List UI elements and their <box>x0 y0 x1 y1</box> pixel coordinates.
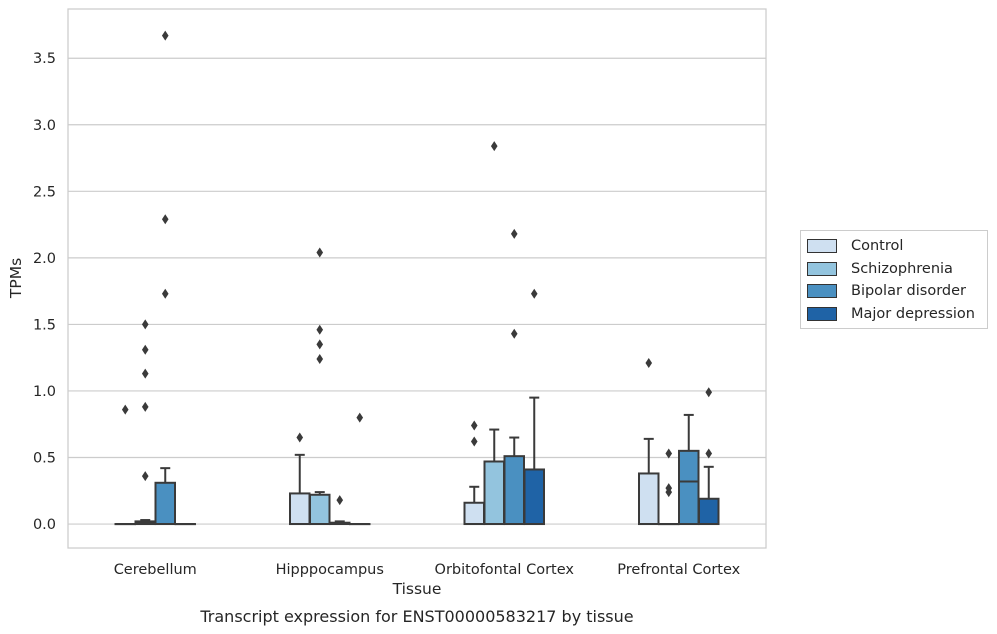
outlier-point <box>705 387 713 398</box>
box <box>698 497 720 526</box>
legend-swatch-bipolar-disorder <box>807 284 837 299</box>
outlier-point <box>645 358 653 369</box>
box-schizophrenia <box>309 247 331 526</box>
box-schizophrenia <box>134 319 156 526</box>
plot-frame <box>67 8 767 549</box>
legend-swatch-control <box>807 239 837 254</box>
y-tick-label: 3.0 <box>33 118 56 134</box>
box-control <box>463 420 485 526</box>
y-tick-label: 0.5 <box>33 451 56 467</box>
x-tick-label: Orbitofontal Cortex <box>435 562 575 578</box>
box-major-depression <box>698 387 720 526</box>
x-tick-label: Cerebellum <box>114 562 197 578</box>
box <box>638 472 660 526</box>
box <box>523 468 545 526</box>
outlier-point <box>316 247 324 258</box>
outlier-point <box>141 401 149 412</box>
box <box>463 501 485 526</box>
outlier-point <box>356 412 364 423</box>
outlier-point <box>316 339 324 350</box>
legend-label: Bipolar disorder <box>851 283 966 300</box>
x-axis-label: Tissue <box>392 580 442 598</box>
outlier-point <box>121 404 129 415</box>
outlier-point <box>530 288 538 299</box>
legend-label: Major depression <box>851 305 975 322</box>
outlier-point <box>316 354 324 365</box>
legend-item-schizophrenia: Schizophrenia <box>801 258 987 281</box>
y-tick-label: 1.5 <box>33 317 56 333</box>
box-control <box>114 404 136 526</box>
box-major-depression <box>349 412 371 526</box>
outlier-point <box>141 471 149 482</box>
legend: Control Schizophrenia Bipolar disorder M… <box>800 230 988 329</box>
y-tick-labels: 0.0 0.5 1.0 1.5 2.0 2.5 3.0 3.5 <box>33 51 56 533</box>
legend-item-major-depression: Major depression <box>801 303 987 326</box>
x-tick-label: Prefrontal Cortex <box>617 562 740 578</box>
outlier-point <box>141 344 149 355</box>
box-bipolar-disorder <box>329 495 351 526</box>
outlier-point <box>161 30 169 41</box>
box-schizophrenia <box>658 448 680 526</box>
outlier-point <box>316 324 324 335</box>
legend-item-control: Control <box>801 235 987 258</box>
box-bipolar-disorder <box>678 413 700 526</box>
y-tick-label: 1.0 <box>33 384 56 400</box>
outlier-point <box>336 495 344 506</box>
x-tick-labels: Cerebellum Hipppocampus Orbitofontal Corte… <box>114 562 741 578</box>
outlier-point <box>490 141 498 152</box>
box-bipolar-disorder <box>503 228 525 526</box>
box-control <box>638 358 660 526</box>
box-layer <box>114 30 720 526</box>
box <box>289 492 311 526</box>
box-schizophrenia <box>483 141 505 526</box>
y-tick-label: 2.0 <box>33 251 56 267</box>
legend-label: Control <box>851 238 904 255</box>
outlier-point <box>510 228 518 239</box>
y-tick-label: 2.5 <box>33 184 56 200</box>
box <box>309 493 331 526</box>
box-bipolar-disorder <box>154 30 176 526</box>
box <box>678 449 700 526</box>
legend-item-bipolar-disorder: Bipolar disorder <box>801 280 987 303</box>
box-control <box>289 432 311 526</box>
outlier-point <box>161 288 169 299</box>
outlier-point <box>470 420 478 431</box>
y-tick-label: 0.0 <box>33 517 56 533</box>
y-axis-label: TPMs <box>7 258 25 299</box>
box <box>503 455 525 526</box>
outlier-point <box>141 368 149 379</box>
y-tick-label: 3.5 <box>33 51 56 67</box>
outlier-point <box>510 328 518 339</box>
box-major-depression <box>523 288 545 526</box>
box <box>154 481 176 526</box>
outlier-point <box>665 483 673 494</box>
outlier-point <box>705 448 713 459</box>
legend-swatch-schizophrenia <box>807 261 837 276</box>
gridlines <box>68 57 766 525</box>
outlier-point <box>296 432 304 443</box>
outlier-point <box>665 448 673 459</box>
legend-swatch-major-depression <box>807 306 837 321</box>
outlier-point <box>470 436 478 447</box>
box <box>483 460 505 526</box>
legend-label: Schizophrenia <box>851 260 953 277</box>
x-tick-label: Hipppocampus <box>276 562 384 578</box>
outlier-point <box>141 319 149 330</box>
outlier-point <box>161 214 169 225</box>
chart-caption: Transcript expression for ENST0000058321… <box>199 607 633 626</box>
